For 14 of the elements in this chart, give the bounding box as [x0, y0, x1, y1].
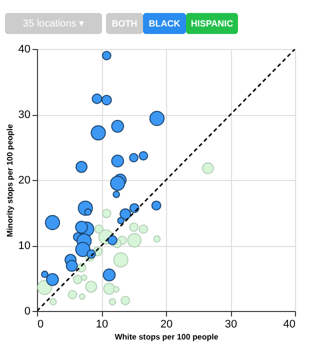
y-tick-label: 0: [24, 306, 30, 318]
x-tick-label: 10: [96, 318, 108, 330]
y-axis-title: Minority stops per 100 people: [5, 123, 14, 237]
x-tick-label: 20: [160, 318, 173, 330]
x-tick-label: 0: [38, 318, 44, 330]
y-tick-label: 10: [18, 240, 30, 252]
text: HISPANIC: [190, 18, 234, 28]
x-tick-label: 40: [283, 318, 296, 330]
y-tick-label: 20: [18, 174, 30, 186]
text: BLACK: [148, 18, 181, 28]
x-axis-title: White stops per 100 people: [114, 332, 219, 342]
y-tick-label: 30: [18, 109, 30, 121]
x-tick-label: 30: [224, 318, 238, 330]
y-tick-label: 40: [18, 44, 30, 56]
